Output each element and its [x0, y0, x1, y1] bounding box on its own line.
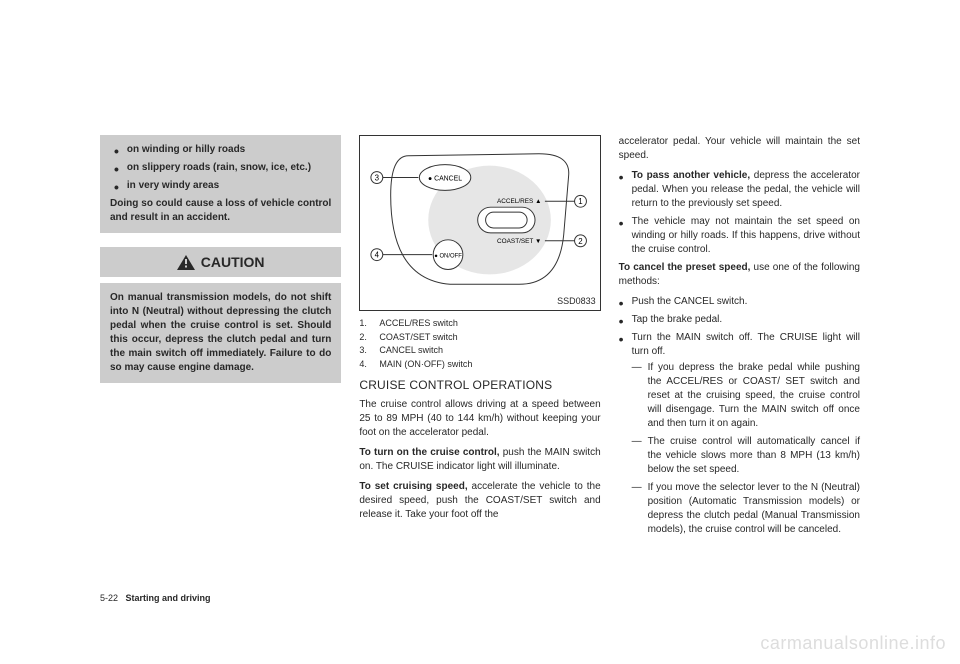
sub-list-item: If you depress the brake pedal while pus… — [632, 361, 860, 431]
list-item: Push the CANCEL switch. — [619, 295, 860, 309]
column-2: ● CANCEL ● ON/OFF ACCEL/RES ▲ COAST/SET … — [359, 135, 600, 605]
paragraph: To cancel the preset speed, use one of t… — [619, 261, 860, 289]
svg-text:4: 4 — [375, 251, 380, 260]
paragraph: The cruise control allows driving at a s… — [359, 398, 600, 440]
column-1: on winding or hilly roads on slippery ro… — [100, 135, 341, 605]
legend-item: 3.CANCEL switch — [359, 344, 600, 357]
warning-trail: Doing so could cause a loss of vehicle c… — [110, 197, 331, 225]
list-item: Tap the brake pedal. — [619, 313, 860, 327]
svg-text:2: 2 — [579, 237, 583, 246]
sub-list-item: The cruise control will automatically ca… — [632, 435, 860, 477]
diagram-code: SSD0833 — [557, 295, 596, 308]
paragraph: accelerator pedal. Your vehicle will mai… — [619, 135, 860, 163]
warning-item: in very windy areas — [114, 179, 331, 193]
cancel-label: ● CANCEL — [428, 175, 462, 182]
legend-item: 1.ACCEL/RES switch — [359, 317, 600, 330]
legend-item: 4.MAIN (ON·OFF) switch — [359, 358, 600, 371]
caution-body: On manual transmission models, do not sh… — [100, 283, 341, 383]
page-footer: 5-22 Starting and driving — [100, 592, 211, 605]
svg-text:1: 1 — [579, 197, 583, 206]
diagram-svg: ● CANCEL ● ON/OFF ACCEL/RES ▲ COAST/SET … — [360, 136, 599, 310]
warning-item: on winding or hilly roads — [114, 143, 331, 157]
onoff-label: ● ON/OFF — [435, 254, 463, 260]
diagram-legend: 1.ACCEL/RES switch 2.COAST/SET switch 3.… — [359, 317, 600, 371]
manual-page: on winding or hilly roads on slippery ro… — [100, 135, 860, 605]
paragraph: To turn on the cruise control, push the … — [359, 446, 600, 474]
page-number: 5-22 — [100, 593, 118, 603]
accel-label: ACCEL/RES ▲ — [497, 198, 541, 205]
warning-box: on winding or hilly roads on slippery ro… — [100, 135, 341, 233]
list-item: The vehicle may not maintain the set spe… — [619, 215, 860, 257]
caution-icon — [177, 255, 195, 270]
caution-header: CAUTION — [100, 247, 341, 277]
caution-title: CAUTION — [201, 253, 265, 273]
section-name: Starting and driving — [126, 593, 211, 603]
column-3: accelerator pedal. Your vehicle will mai… — [619, 135, 860, 605]
cruise-control-diagram: ● CANCEL ● ON/OFF ACCEL/RES ▲ COAST/SET … — [359, 135, 600, 311]
section-heading: CRUISE CONTROL OPERATIONS — [359, 377, 600, 394]
list-item: To pass another vehicle, depress the acc… — [619, 169, 860, 211]
svg-text:3: 3 — [375, 173, 380, 182]
paragraph: To set cruising speed, accelerate the ve… — [359, 480, 600, 522]
watermark: carmanualsonline.info — [760, 633, 946, 654]
list-item: Turn the MAIN switch off. The CRUISE lig… — [619, 331, 860, 541]
sub-list-item: If you move the selector lever to the N … — [632, 481, 860, 537]
warning-item: on slippery roads (rain, snow, ice, etc.… — [114, 161, 331, 175]
legend-item: 2.COAST/SET switch — [359, 331, 600, 344]
coast-label: COAST/SET ▼ — [497, 238, 541, 245]
